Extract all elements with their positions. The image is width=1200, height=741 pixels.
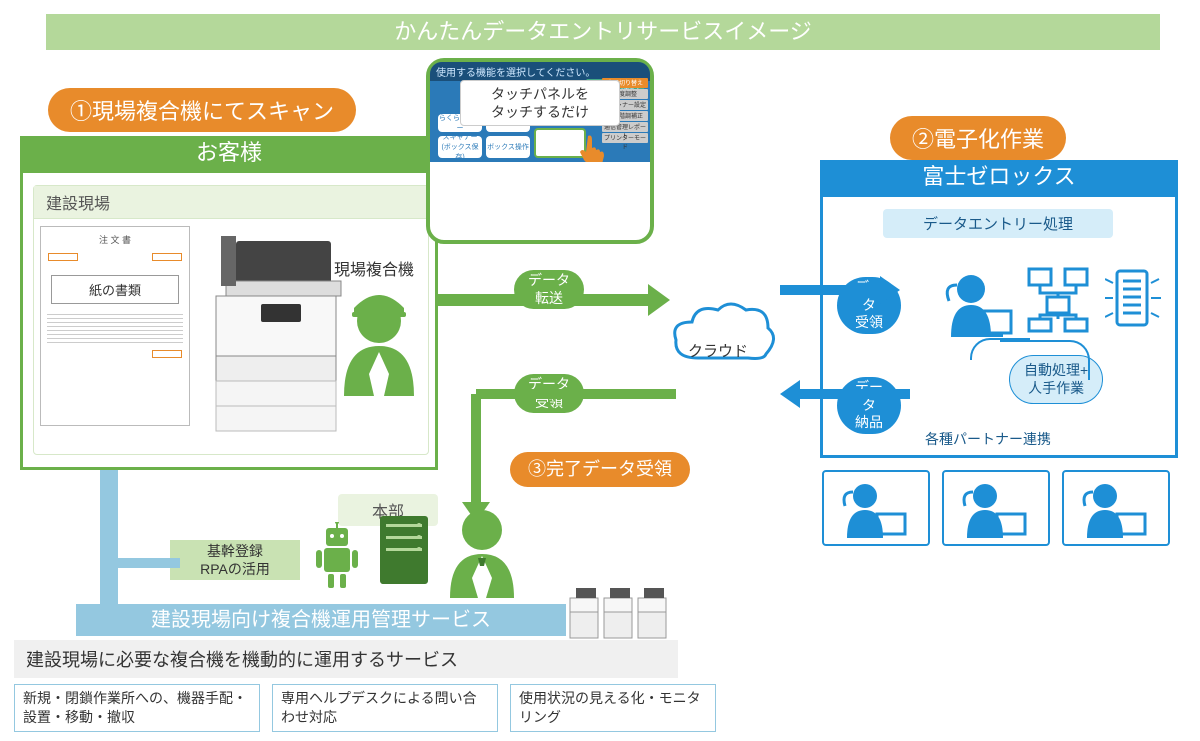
customer-header: お客様 [20, 136, 438, 170]
partner-box [942, 470, 1050, 546]
mfp-label: 現場複合機 [334, 256, 414, 280]
operator-icon [943, 267, 1013, 337]
xerox-box: データエントリー処理 データ 受領 データ 納品 [820, 194, 1178, 458]
panel-side-item: プリンターモード [602, 133, 648, 143]
top-banner: かんたんデータエントリサービスイメージ [46, 14, 1160, 50]
rpa-label: 基幹登録RPAの活用 [170, 540, 300, 580]
paper-document: 注 文 書 紙の書類 [40, 226, 190, 426]
entry-process-label: データエントリー処理 [883, 209, 1113, 238]
connector-vertical [100, 470, 118, 606]
partner-box [1062, 470, 1170, 546]
server-icon [376, 512, 432, 588]
customer-box: 建設現場 注 文 書 紙の書類 現場複合機 [20, 170, 438, 470]
site-card-header: 建設現場 [34, 186, 428, 219]
panel-label-l2: タッチするだけ [491, 104, 589, 120]
cloud-label: クラウド [688, 340, 748, 361]
step1-badge: ①現場複合機にてスキャン [48, 88, 356, 132]
xerox-deliver-label: データ 納品 [837, 377, 901, 434]
connector-horiz [100, 558, 180, 568]
connector [970, 338, 1030, 360]
panel-app-icon: スキャナー (ボックス保存) [438, 136, 482, 158]
service-desc: 建設現場に必要な複合機を機動的に運用するサービス [14, 640, 678, 678]
paper-document-label: 紙の書類 [51, 275, 179, 304]
service-header: 建設現場向け複合機運用管理サービス [76, 604, 566, 636]
small-printers-icon [568, 584, 668, 645]
service-item: 専用ヘルプデスクによる問い合わせ対応 [272, 684, 498, 732]
panel-app-icon: ボックス操作 [486, 136, 530, 158]
partner-label: 各種パートナー連携 [925, 429, 1051, 449]
xerox-header: 富士ゼロックス [820, 160, 1178, 194]
service-item: 新規・閉鎖作業所への、機器手配・設置・移動・撤収 [14, 684, 260, 732]
site-card: 建設現場 注 文 書 紙の書類 現場複合機 [33, 185, 429, 455]
robot-icon [312, 522, 362, 588]
flowchart-icon [1023, 263, 1093, 333]
mfp-icon [206, 226, 346, 436]
worker-icon [334, 286, 424, 396]
touch-panel-popup: 使用する機能を選択してください。機械管理者 らくらくコピー MobilePrin… [426, 58, 654, 244]
service-item: 使用状況の見える化・モニタリング [510, 684, 716, 732]
panel-label-l1: タッチパネルを [491, 86, 589, 102]
hand-icon [574, 132, 608, 162]
scan-icon [1105, 263, 1165, 333]
panel-hint: 使用する機能を選択してください。 [436, 68, 595, 79]
panel-label: タッチパネルを タッチするだけ [460, 80, 620, 126]
step2-badge: ②電子化作業 [890, 116, 1066, 160]
transfer-send-label: データ 転送 [514, 270, 584, 309]
hq-person-icon [440, 504, 524, 598]
cloud-icon [668, 298, 778, 375]
partner-box [822, 470, 930, 546]
step3-badge: ③完了データ受領 [510, 452, 690, 487]
